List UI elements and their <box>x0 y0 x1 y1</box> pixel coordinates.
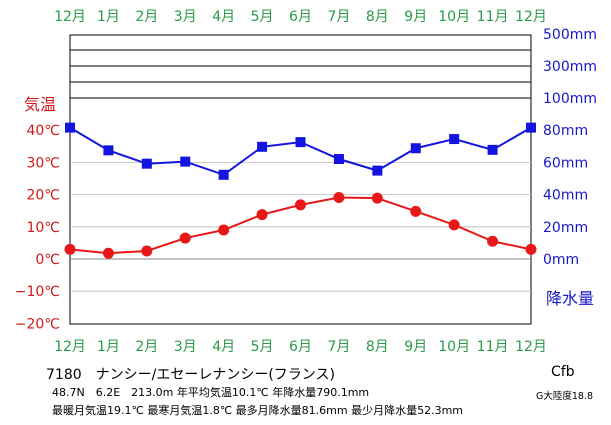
data-series <box>64 122 537 259</box>
temperature-point <box>179 232 191 244</box>
grid-lines <box>70 49 531 292</box>
month-label: 11月 <box>477 339 509 355</box>
precipitation-point <box>103 145 114 156</box>
precipitation-tick-label: 40mm <box>543 188 588 204</box>
temperature-point <box>102 247 114 259</box>
station-name: 7180 ナンシー/エセーレナンシー(フランス) <box>46 367 335 383</box>
month-label: 12月 <box>54 9 86 25</box>
temperature-point <box>333 191 345 203</box>
temperature-tick-label: 40℃ <box>26 123 60 139</box>
koppen-class: Cfb <box>551 364 575 380</box>
month-label: 12月 <box>54 339 86 355</box>
month-label: 1月 <box>97 9 120 25</box>
precipitation-point <box>333 154 344 165</box>
temperature-point <box>448 219 460 231</box>
month-label: 8月 <box>366 339 389 355</box>
precipitation-point <box>295 137 306 148</box>
month-label: 1月 <box>97 339 120 355</box>
month-label: 4月 <box>212 9 235 25</box>
temperature-point <box>295 199 306 211</box>
precipitation-point <box>257 141 268 152</box>
month-label: 5月 <box>251 9 274 25</box>
precipitation-line <box>69 126 532 176</box>
temperature-tick-label: −20℃ <box>15 316 60 332</box>
month-label: 6月 <box>289 339 312 355</box>
month-label: 5月 <box>251 339 274 355</box>
precipitation-point <box>372 165 383 176</box>
month-label: 3月 <box>174 339 197 355</box>
temperature-point <box>141 245 153 257</box>
month-label: 9月 <box>404 339 427 355</box>
temperature-axis-title: 気温 <box>24 95 56 114</box>
month-label: 6月 <box>289 9 312 25</box>
precipitation-point <box>141 158 152 169</box>
precipitation-tick-label: 60mm <box>543 155 588 171</box>
month-label: 2月 <box>135 9 158 25</box>
temperature-tick-labels: 40℃ 30℃ 20℃ 10℃ 0℃ −10℃ −20℃ <box>15 123 60 332</box>
temperature-point <box>64 243 76 255</box>
temperature-point <box>218 224 230 236</box>
precipitation-tick-label: 80mm <box>543 123 588 139</box>
temperature-tick-label: 0℃ <box>35 252 60 268</box>
month-label: 2月 <box>135 339 158 355</box>
precipitation-axis-title: 降水量 <box>546 289 594 308</box>
temperature-tick-label: −10℃ <box>15 284 60 300</box>
precipitation-point <box>65 122 75 133</box>
month-label: 8月 <box>366 9 389 25</box>
month-label: 12月 <box>515 339 547 355</box>
month-label: 10月 <box>438 339 470 355</box>
temperature-point <box>410 205 422 217</box>
month-label: 10月 <box>438 9 470 25</box>
month-labels-top: 12月 1月 2月 3月 4月 5月 6月 7月 8月 9月 10月 11月 12月 <box>54 9 547 25</box>
month-label: 4月 <box>212 339 235 355</box>
month-labels-bottom: 12月 1月 2月 3月 4月 5月 6月 7月 8月 9月 10月 11月 12月 <box>54 339 547 355</box>
month-label: 12月 <box>515 9 547 25</box>
continentality: G大陸度18.8 <box>536 391 594 402</box>
month-label: 7月 <box>327 339 350 355</box>
precipitation-point <box>487 144 498 155</box>
temperature-point <box>487 235 499 247</box>
station-extremes: 最暖月気温19.1℃ 最寒月気温1.8℃ 最多月降水量81.6mm 最少月降水量… <box>52 404 464 417</box>
precipitation-tick-label: 100mm <box>543 91 597 107</box>
month-label: 7月 <box>327 9 350 25</box>
month-label: 3月 <box>174 9 197 25</box>
temperature-tick-label: 20℃ <box>26 188 60 204</box>
station-summary: 48.7N 6.2E 213.0m 年平均気温10.1℃ 年降水量790.1mm <box>52 386 370 399</box>
precipitation-tick-label: 0mm <box>543 252 579 268</box>
precipitation-tick-label: 300mm <box>543 59 597 75</box>
temperature-tick-label: 30℃ <box>26 155 60 171</box>
month-label: 9月 <box>404 9 427 25</box>
precipitation-tick-labels: 500mm 300mm 100mm 80mm 60mm 40mm 20mm 0mm <box>543 27 597 268</box>
temperature-point <box>525 243 537 255</box>
precipitation-point <box>449 134 460 145</box>
precipitation-tick-label: 500mm <box>543 27 597 43</box>
precipitation-point <box>180 156 191 167</box>
temperature-tick-label: 10℃ <box>26 220 60 236</box>
precipitation-point <box>526 122 536 133</box>
temperature-point <box>371 192 383 204</box>
precipitation-point <box>218 169 229 180</box>
plot-frame <box>69 34 532 325</box>
precipitation-tick-label: 20mm <box>543 220 588 236</box>
temperature-point <box>256 209 268 221</box>
precipitation-point <box>410 143 421 154</box>
month-label: 11月 <box>477 9 509 25</box>
